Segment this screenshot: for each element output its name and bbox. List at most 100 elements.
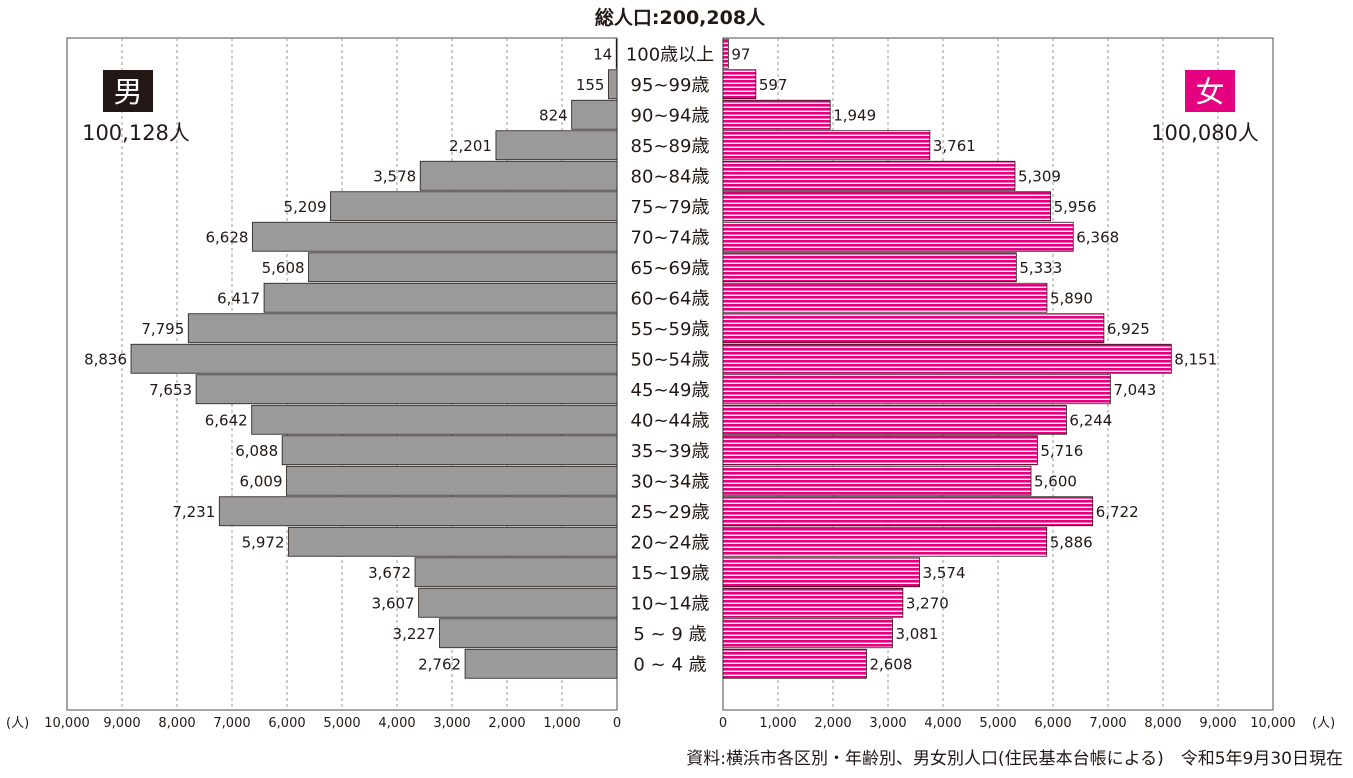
male-bar: [195, 374, 618, 405]
female-badge: [1185, 70, 1235, 112]
male-value-label: 2,762: [418, 655, 461, 673]
x-tick-label: 2,000: [488, 716, 525, 731]
x-tick-label: 8,000: [1144, 716, 1181, 731]
female-value-label: 3,761: [933, 137, 976, 155]
female-bar: [722, 99, 831, 130]
male-bar: [571, 99, 618, 130]
female-value-label: 6,722: [1096, 503, 1139, 521]
female-bar: [722, 465, 1032, 496]
female-bar: [722, 526, 1048, 557]
x-tick-label: 9,000: [103, 716, 140, 731]
female-value-label: 5,716: [1040, 442, 1083, 460]
male-badge: [103, 70, 153, 112]
x-tick-label: 6,000: [1034, 716, 1071, 731]
male-bar: [130, 343, 618, 374]
male-total: 100,128人: [82, 121, 190, 145]
chart-title: 総人口:200,208人: [595, 6, 766, 29]
male-value-label: 7,231: [172, 503, 215, 521]
male-bar: [263, 282, 618, 313]
male-value-label: 6,417: [217, 289, 260, 307]
female-value-label: 5,333: [1019, 259, 1062, 277]
source-note: 資料:横浜市各区別・年齢別、男女別人口(住民基本台帳による) 令和5年9月30日…: [686, 749, 1343, 769]
male-value-label: 14: [593, 45, 612, 63]
male-value-label: 6,628: [206, 228, 249, 246]
male-bar: [218, 496, 618, 527]
male-value-label: 7,795: [141, 320, 184, 338]
female-value-label: 5,886: [1050, 533, 1093, 551]
male-bar: [187, 313, 618, 344]
female-bar: [722, 160, 1016, 191]
x-tick-label: 4,000: [924, 716, 961, 731]
male-bar: [330, 191, 618, 222]
age-category-label: 45~49歳: [631, 380, 710, 401]
female-total: 100,080人: [1151, 121, 1259, 145]
female-bar: [722, 38, 729, 69]
male-value-label: 6,642: [205, 411, 248, 429]
female-bar: [722, 435, 1038, 466]
age-category-label: 0 ~ 4 歳: [633, 654, 706, 675]
age-category-label: 15~19歳: [631, 563, 710, 584]
female-value-label: 3,270: [906, 594, 949, 612]
male-value-label: 6,088: [235, 442, 278, 460]
male-value-label: 6,009: [240, 472, 283, 490]
male-value-label: 2,201: [449, 137, 492, 155]
female-bar: [722, 252, 1017, 283]
female-value-label: 97: [731, 45, 750, 63]
age-category-label: 85~89歳: [631, 136, 710, 157]
female-bar: [722, 130, 931, 161]
x-tick-label: 5,000: [979, 716, 1016, 731]
male-bar: [608, 69, 618, 100]
female-value-label: 3,081: [895, 625, 938, 643]
x-tick-label: 4,000: [378, 716, 415, 731]
female-bar: [722, 587, 904, 618]
x-tick-label: 2,000: [814, 716, 851, 731]
age-category-label: 5 ~ 9 歳: [633, 624, 706, 645]
x-tick-label: 6,000: [268, 716, 305, 731]
male-value-label: 8,836: [84, 350, 127, 368]
female-bar: [722, 313, 1105, 344]
female-value-label: 7,043: [1113, 381, 1156, 399]
female-bar: [722, 618, 893, 649]
male-value-label: 5,608: [262, 259, 305, 277]
age-category-label: 10~14歳: [631, 593, 710, 614]
female-bar: [722, 221, 1074, 252]
x-unit-right: (人): [1312, 716, 1335, 731]
female-bar: [722, 282, 1048, 313]
male-value-label: 3,672: [368, 564, 411, 582]
x-tick-label: 9,000: [1199, 716, 1236, 731]
x-tick-label: 1,000: [543, 716, 580, 731]
x-tick-label: 1,000: [759, 716, 796, 731]
male-bar: [414, 557, 618, 588]
female-value-label: 5,309: [1018, 167, 1061, 185]
age-category-label: 25~29歳: [631, 502, 710, 523]
female-bars: [722, 38, 1172, 679]
female-bar: [722, 557, 920, 588]
male-value-label: 5,972: [242, 533, 285, 551]
x-tick-label: 0: [613, 716, 621, 731]
age-category-label: 95~99歳: [631, 75, 710, 96]
female-bar: [722, 69, 757, 100]
male-bar: [439, 618, 618, 649]
age-category-label: 35~39歳: [631, 441, 710, 462]
age-category-label: 60~64歳: [631, 288, 710, 309]
age-category-label: 40~44歳: [631, 410, 710, 431]
male-bar: [308, 252, 618, 283]
male-bar: [419, 160, 618, 191]
female-value-label: 5,890: [1050, 289, 1093, 307]
male-value-label: 824: [539, 106, 568, 124]
age-category-labels: 100歳以上 95~99歳 90~94歳 85~89歳 80~84歳 75~79歳 70~7…: [626, 44, 714, 675]
x-tick-label: 3,000: [869, 716, 906, 731]
age-category-label: 50~54歳: [631, 349, 710, 370]
female-value-label: 6,925: [1107, 320, 1150, 338]
female-bar: [722, 404, 1067, 435]
age-category-label: 70~74歳: [631, 227, 710, 248]
female-value-label: 597: [759, 76, 788, 94]
male-value-label: 155: [576, 76, 605, 94]
female-value-label: 1,949: [833, 106, 876, 124]
female-bar: [722, 648, 867, 679]
x-tick-label: 7,000: [1089, 716, 1126, 731]
female-bar: [722, 496, 1094, 527]
x-tick-label: 3,000: [433, 716, 470, 731]
